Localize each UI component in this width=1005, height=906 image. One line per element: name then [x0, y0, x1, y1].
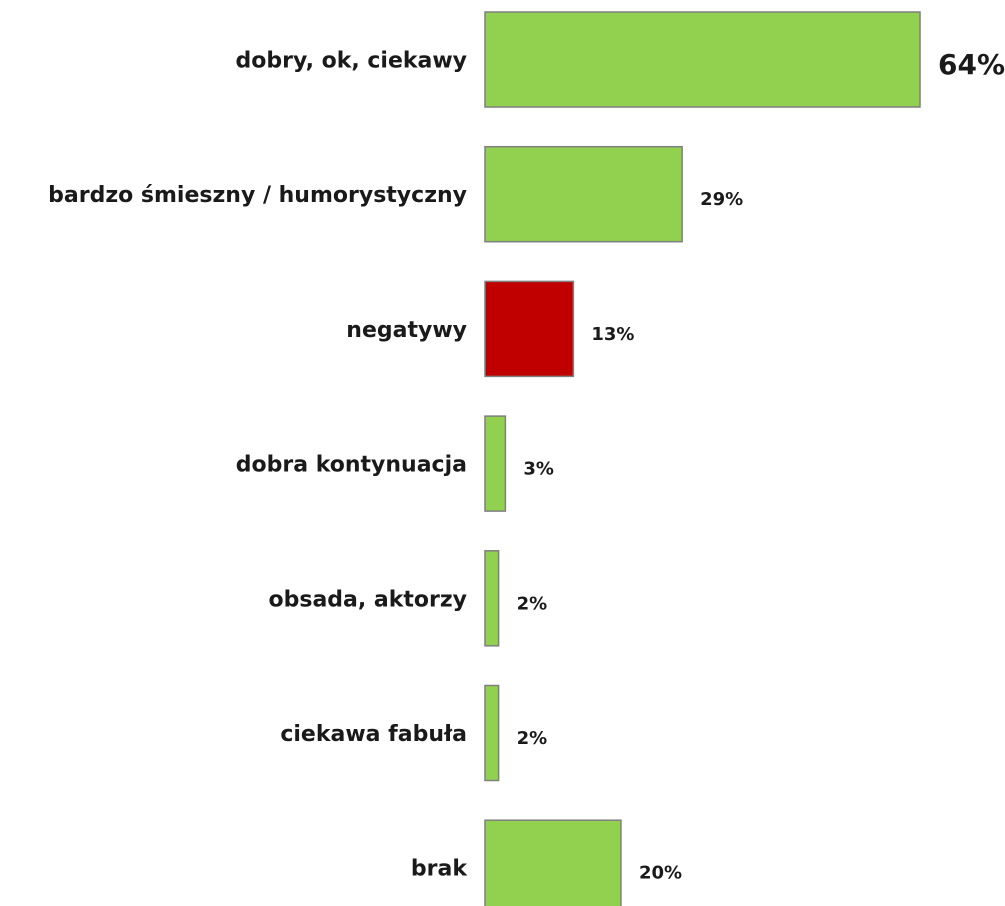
value-labels-group: 64% 29% 13% 3% 2% 2% 20%	[517, 48, 1005, 884]
category-label: ciekawa fabuła	[280, 722, 467, 747]
bar	[484, 684, 500, 782]
bars-group	[484, 11, 921, 906]
value-label: 2%	[517, 593, 548, 614]
bar	[484, 415, 507, 512]
category-label: negatywy	[346, 318, 467, 343]
category-label: brak	[411, 857, 468, 882]
bar	[484, 145, 683, 243]
value-label: 29%	[700, 189, 743, 210]
category-label: dobry, ok, ciekawy	[235, 49, 467, 74]
value-label: 64%	[938, 48, 1005, 81]
category-label: dobra kontynuacja	[236, 453, 467, 478]
bar	[484, 550, 500, 647]
value-label: 13%	[591, 324, 634, 345]
bar	[484, 280, 575, 378]
value-label: 3%	[523, 459, 554, 480]
category-label: obsada, aktorzy	[268, 587, 467, 612]
value-label: 2%	[517, 728, 548, 749]
category-labels-group: dobry, ok, ciekawy bardzo śmieszny / humo…	[48, 49, 468, 882]
bar	[484, 819, 622, 906]
value-label: 20%	[639, 863, 682, 884]
category-label: bardzo śmieszny / humorystyczny	[48, 183, 467, 208]
bar	[484, 11, 921, 108]
